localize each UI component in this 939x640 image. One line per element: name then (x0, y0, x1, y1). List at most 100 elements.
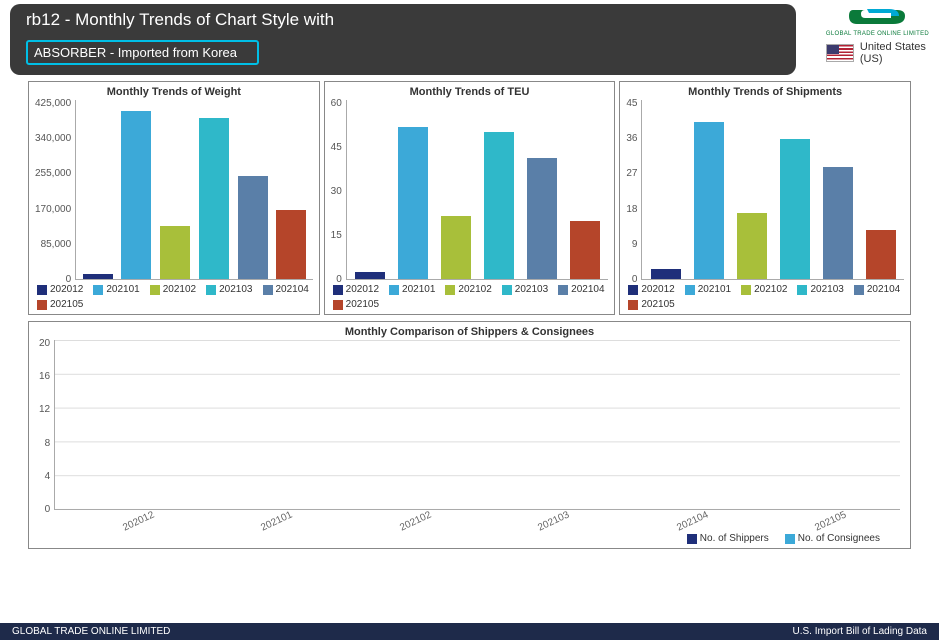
bar (694, 122, 724, 280)
bar (570, 221, 600, 279)
legend-label: 202102 (458, 284, 491, 295)
legend-swatch (687, 534, 697, 544)
legend-label: 202104 (867, 284, 900, 295)
bar (121, 111, 151, 279)
header-right-block: GLOBAL TRADE ONLINE LIMITED United State… (826, 4, 929, 65)
chart-weight-plot (75, 100, 313, 280)
chart-shipments-legend: 202012 202101 202102 202103 202104 202105 (626, 280, 904, 312)
legend-swatch (628, 285, 638, 295)
legend-swatch (854, 285, 864, 295)
legend-swatch (37, 300, 47, 310)
chart-teu-title: Monthly Trends of TEU (331, 86, 609, 98)
legend-swatch (389, 285, 399, 295)
legend-swatch (785, 534, 795, 544)
chart-teu-yaxis: 015304560 (331, 100, 346, 280)
bar (823, 167, 853, 279)
subtitle-badge: ABSORBER - Imported from Korea (26, 40, 259, 65)
header-title-block: rb12 - Monthly Trends of Chart Style wit… (10, 4, 796, 75)
legend-swatch (333, 285, 343, 295)
bar (276, 210, 306, 279)
chart-shipments-plot (641, 100, 904, 280)
chart-weight-panel: Monthly Trends of Weight 085,000170,0002… (28, 81, 320, 315)
legend-label: 202102 (163, 284, 196, 295)
bar (355, 272, 385, 279)
header-bar: rb12 - Monthly Trends of Chart Style wit… (0, 0, 939, 75)
legend-label: 202103 (219, 284, 252, 295)
legend-item: 202012 (37, 284, 83, 295)
bar (199, 118, 229, 279)
bar (238, 176, 268, 279)
legend-item: 202012 (333, 284, 379, 295)
legend-swatch (37, 285, 47, 295)
legend-item: 202105 (628, 299, 674, 310)
chart-weight-body: 085,000170,000255,000340,000425,000 (35, 100, 313, 280)
legend-label: 202103 (515, 284, 548, 295)
legend-item: 202101 (389, 284, 435, 295)
legend-swatch (150, 285, 160, 295)
legend-label: 202104 (276, 284, 309, 295)
legend-label: No. of Consignees (798, 533, 880, 544)
legend-swatch (445, 285, 455, 295)
chart-weight-legend: 202012202101202102202103202104202105 (35, 280, 313, 312)
chart-comparison-panel: Monthly Comparison of Shippers & Consign… (28, 321, 911, 549)
chart-weight-title: Monthly Trends of Weight (35, 86, 313, 98)
bar (398, 127, 428, 279)
chart-comparison-body: 048121620 (39, 340, 900, 510)
legend-item: 202012 (628, 284, 674, 295)
legend-label: 202105 (50, 299, 83, 310)
brand-logo: GLOBAL TRADE ONLINE LIMITED (826, 6, 929, 37)
legend-item: 202104 (263, 284, 309, 295)
legend-label: 202012 (641, 284, 674, 295)
legend-label: 202012 (50, 284, 83, 295)
legend-item: 202102 (741, 284, 787, 295)
chart-comparison-legend: No. of Shippers No. of Consignees (39, 527, 900, 546)
legend-label: 202101 (698, 284, 731, 295)
bar (651, 269, 681, 280)
top-charts-row: Monthly Trends of Weight 085,000170,0002… (0, 75, 939, 315)
legend-swatch (628, 300, 638, 310)
legend-swatch (797, 285, 807, 295)
legend-label: 202104 (571, 284, 604, 295)
legend-label: No. of Shippers (700, 533, 769, 544)
legend-item: 202105 (37, 299, 83, 310)
legend-item: 202105 (333, 299, 379, 310)
bar (83, 274, 113, 279)
country-indicator: United States (US) (826, 41, 926, 65)
footer-bar: GLOBAL TRADE ONLINE LIMITED U.S. Import … (0, 623, 939, 640)
legend-label: 202105 (641, 299, 674, 310)
chart-teu-plot (346, 100, 609, 280)
bar (441, 216, 471, 279)
chart-comparison-xlabels: 202012202101202102202103202104202105 (39, 516, 900, 527)
logo-tagline: GLOBAL TRADE ONLINE LIMITED (826, 31, 929, 37)
legend-label: 202102 (754, 284, 787, 295)
legend-item: 202102 (445, 284, 491, 295)
footer-right: U.S. Import Bill of Lading Data (792, 626, 927, 637)
legend-swatch (502, 285, 512, 295)
legend-swatch (333, 300, 343, 310)
legend-item: 202104 (558, 284, 604, 295)
legend-item: 202104 (854, 284, 900, 295)
legend-item: 202103 (502, 284, 548, 295)
legend-item: 202102 (150, 284, 196, 295)
country-code: (US) (860, 53, 883, 65)
legend-item: No. of Shippers (687, 533, 769, 544)
chart-comparison-yaxis: 048121620 (39, 340, 54, 510)
legend-item: 202103 (206, 284, 252, 295)
us-flag-icon (826, 44, 854, 62)
bar (780, 139, 810, 279)
chart-teu-body: 015304560 (331, 100, 609, 280)
bar (527, 158, 557, 279)
chart-shipments-panel: Monthly Trends of Shipments 0918273645 2… (619, 81, 911, 315)
legend-swatch (558, 285, 568, 295)
legend-item: 202103 (797, 284, 843, 295)
chart-shipments-title: Monthly Trends of Shipments (626, 86, 904, 98)
legend-swatch (93, 285, 103, 295)
legend-label: 202012 (346, 284, 379, 295)
country-name: United States (860, 41, 926, 53)
legend-swatch (741, 285, 751, 295)
chart-shipments-body: 0918273645 (626, 100, 904, 280)
country-label: United States (US) (860, 41, 926, 65)
bar (484, 132, 514, 279)
legend-swatch (685, 285, 695, 295)
bar (737, 213, 767, 280)
